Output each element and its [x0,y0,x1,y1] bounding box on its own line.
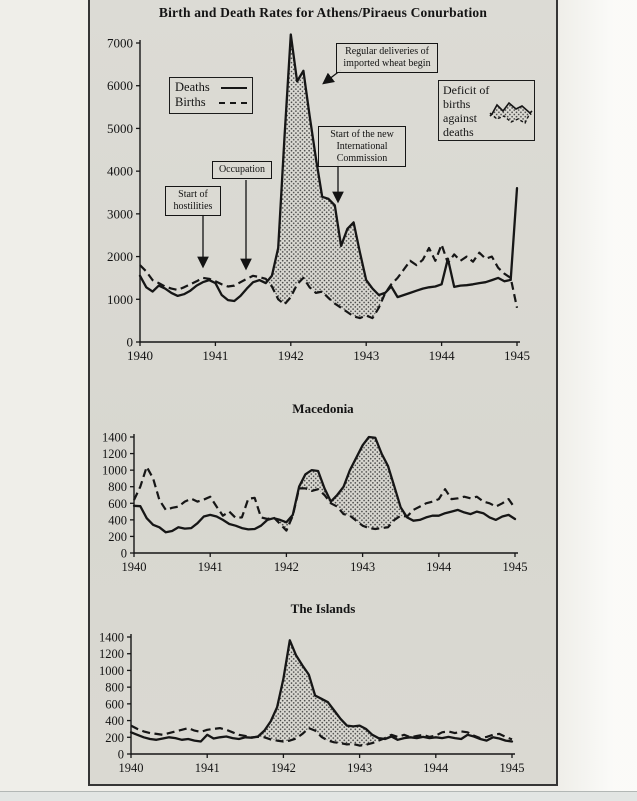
x-tick-label: 1945 [504,348,530,363]
x-tick-label: 1941 [198,560,223,574]
chart-islands: 0 200 400 600 800 1000 1200 1400 1940 1941 1942 194… [99,631,525,776]
y-tick-label: 5000 [107,121,133,136]
dashed-line-sample-icon [219,101,247,104]
deficit-fill [267,34,387,319]
legend-deaths-label: Deaths [175,80,210,94]
figure-photo: Birth and Death Rates for Athens/Piraeus… [90,0,556,784]
x-tick-label: 1942 [271,761,296,775]
annotation-start-of-hostilities: Start of hostilities [165,186,221,216]
series-legend: Deaths Births [169,77,253,114]
annotation-occupation: Occupation [212,161,272,179]
deficit-sample-icon [489,101,533,124]
y-tick-label: 3000 [107,206,133,221]
x-tick-label: 1944 [423,761,449,775]
y-tick-label: 0 [118,748,124,762]
y-tick-label: 6000 [107,78,133,93]
births-line [130,724,513,747]
y-tick-label: 1400 [99,631,124,645]
births-line [133,465,516,532]
x-tick-label: 1940 [127,348,153,363]
macedonia-title: Macedonia [292,401,354,416]
x-tick-label: 1945 [503,560,528,574]
x-tick-label: 1940 [119,761,144,775]
islands-title: The Islands [290,601,356,616]
deaths-line [129,639,514,743]
solid-line-sample-icon [221,86,247,89]
x-tick-label: 1944 [426,560,452,574]
y-tick-label: 200 [105,731,124,745]
y-tick-label: 1200 [102,447,127,461]
x-tick-label: 1944 [429,348,456,363]
photo-frame-right [556,0,558,786]
figure-title: Birth and Death Rates for Athens/Piraeus… [158,5,488,20]
x-tick-label: 1945 [500,761,525,775]
y-tick-label: 600 [105,697,124,711]
y-tick-label: 4000 [107,164,133,179]
y-tick-label: 400 [105,714,124,728]
deficit-legend: Deficit of births against deaths [438,80,535,141]
deficit-legend-label: Deficit of births against deaths [443,83,490,140]
y-tick-label: 600 [108,497,127,511]
x-tick-label: 1941 [195,761,220,775]
x-tick-label: 1943 [347,761,372,775]
deaths-line [138,33,519,303]
y-tick-label: 1400 [102,431,127,445]
chart-athens: 0 1000 2000 3000 4000 5000 6000 7000 1940 1941 194… [107,33,530,363]
x-tick-label: 1943 [353,348,379,363]
x-tick-label: 1943 [350,560,375,574]
y-tick-label: 200 [108,530,127,544]
deaths-line [132,435,517,534]
legend-row-deaths: Deaths [175,80,247,95]
y-tick-label: 0 [127,335,134,350]
legend-births-label: Births [175,95,206,109]
photo-frame-left [88,0,90,786]
annotation-wheat-deliveries: Regular deliveries of imported wheat beg… [336,43,438,73]
y-tick-label: 1000 [99,664,124,678]
deficit-fill [274,437,407,531]
y-tick-label: 1200 [99,647,124,661]
y-tick-label: 800 [108,480,127,494]
annotation-new-international-commission: Start of the new International Commissio… [318,126,406,168]
x-tick-label: 1942 [278,348,304,363]
page-edge-fade [558,0,637,800]
chart-macedonia: 0 200 400 600 800 1000 1200 1400 1940 1941 1942 194… [102,431,528,575]
births-line [139,243,519,320]
photo-frame-bottom [88,784,558,786]
y-tick-label: 2000 [107,249,133,264]
x-tick-label: 1942 [274,560,299,574]
y-tick-label: 0 [121,547,127,561]
legend-row-births: Births [175,95,247,110]
y-tick-label: 1000 [102,464,127,478]
x-tick-label: 1941 [202,348,228,363]
deficit-fill [254,640,384,746]
page-bottom-edge [0,791,637,801]
y-tick-label: 400 [108,513,127,527]
x-tick-label: 1940 [122,560,147,574]
y-tick-label: 7000 [107,36,133,51]
y-tick-label: 800 [105,681,124,695]
y-tick-label: 1000 [107,292,133,307]
